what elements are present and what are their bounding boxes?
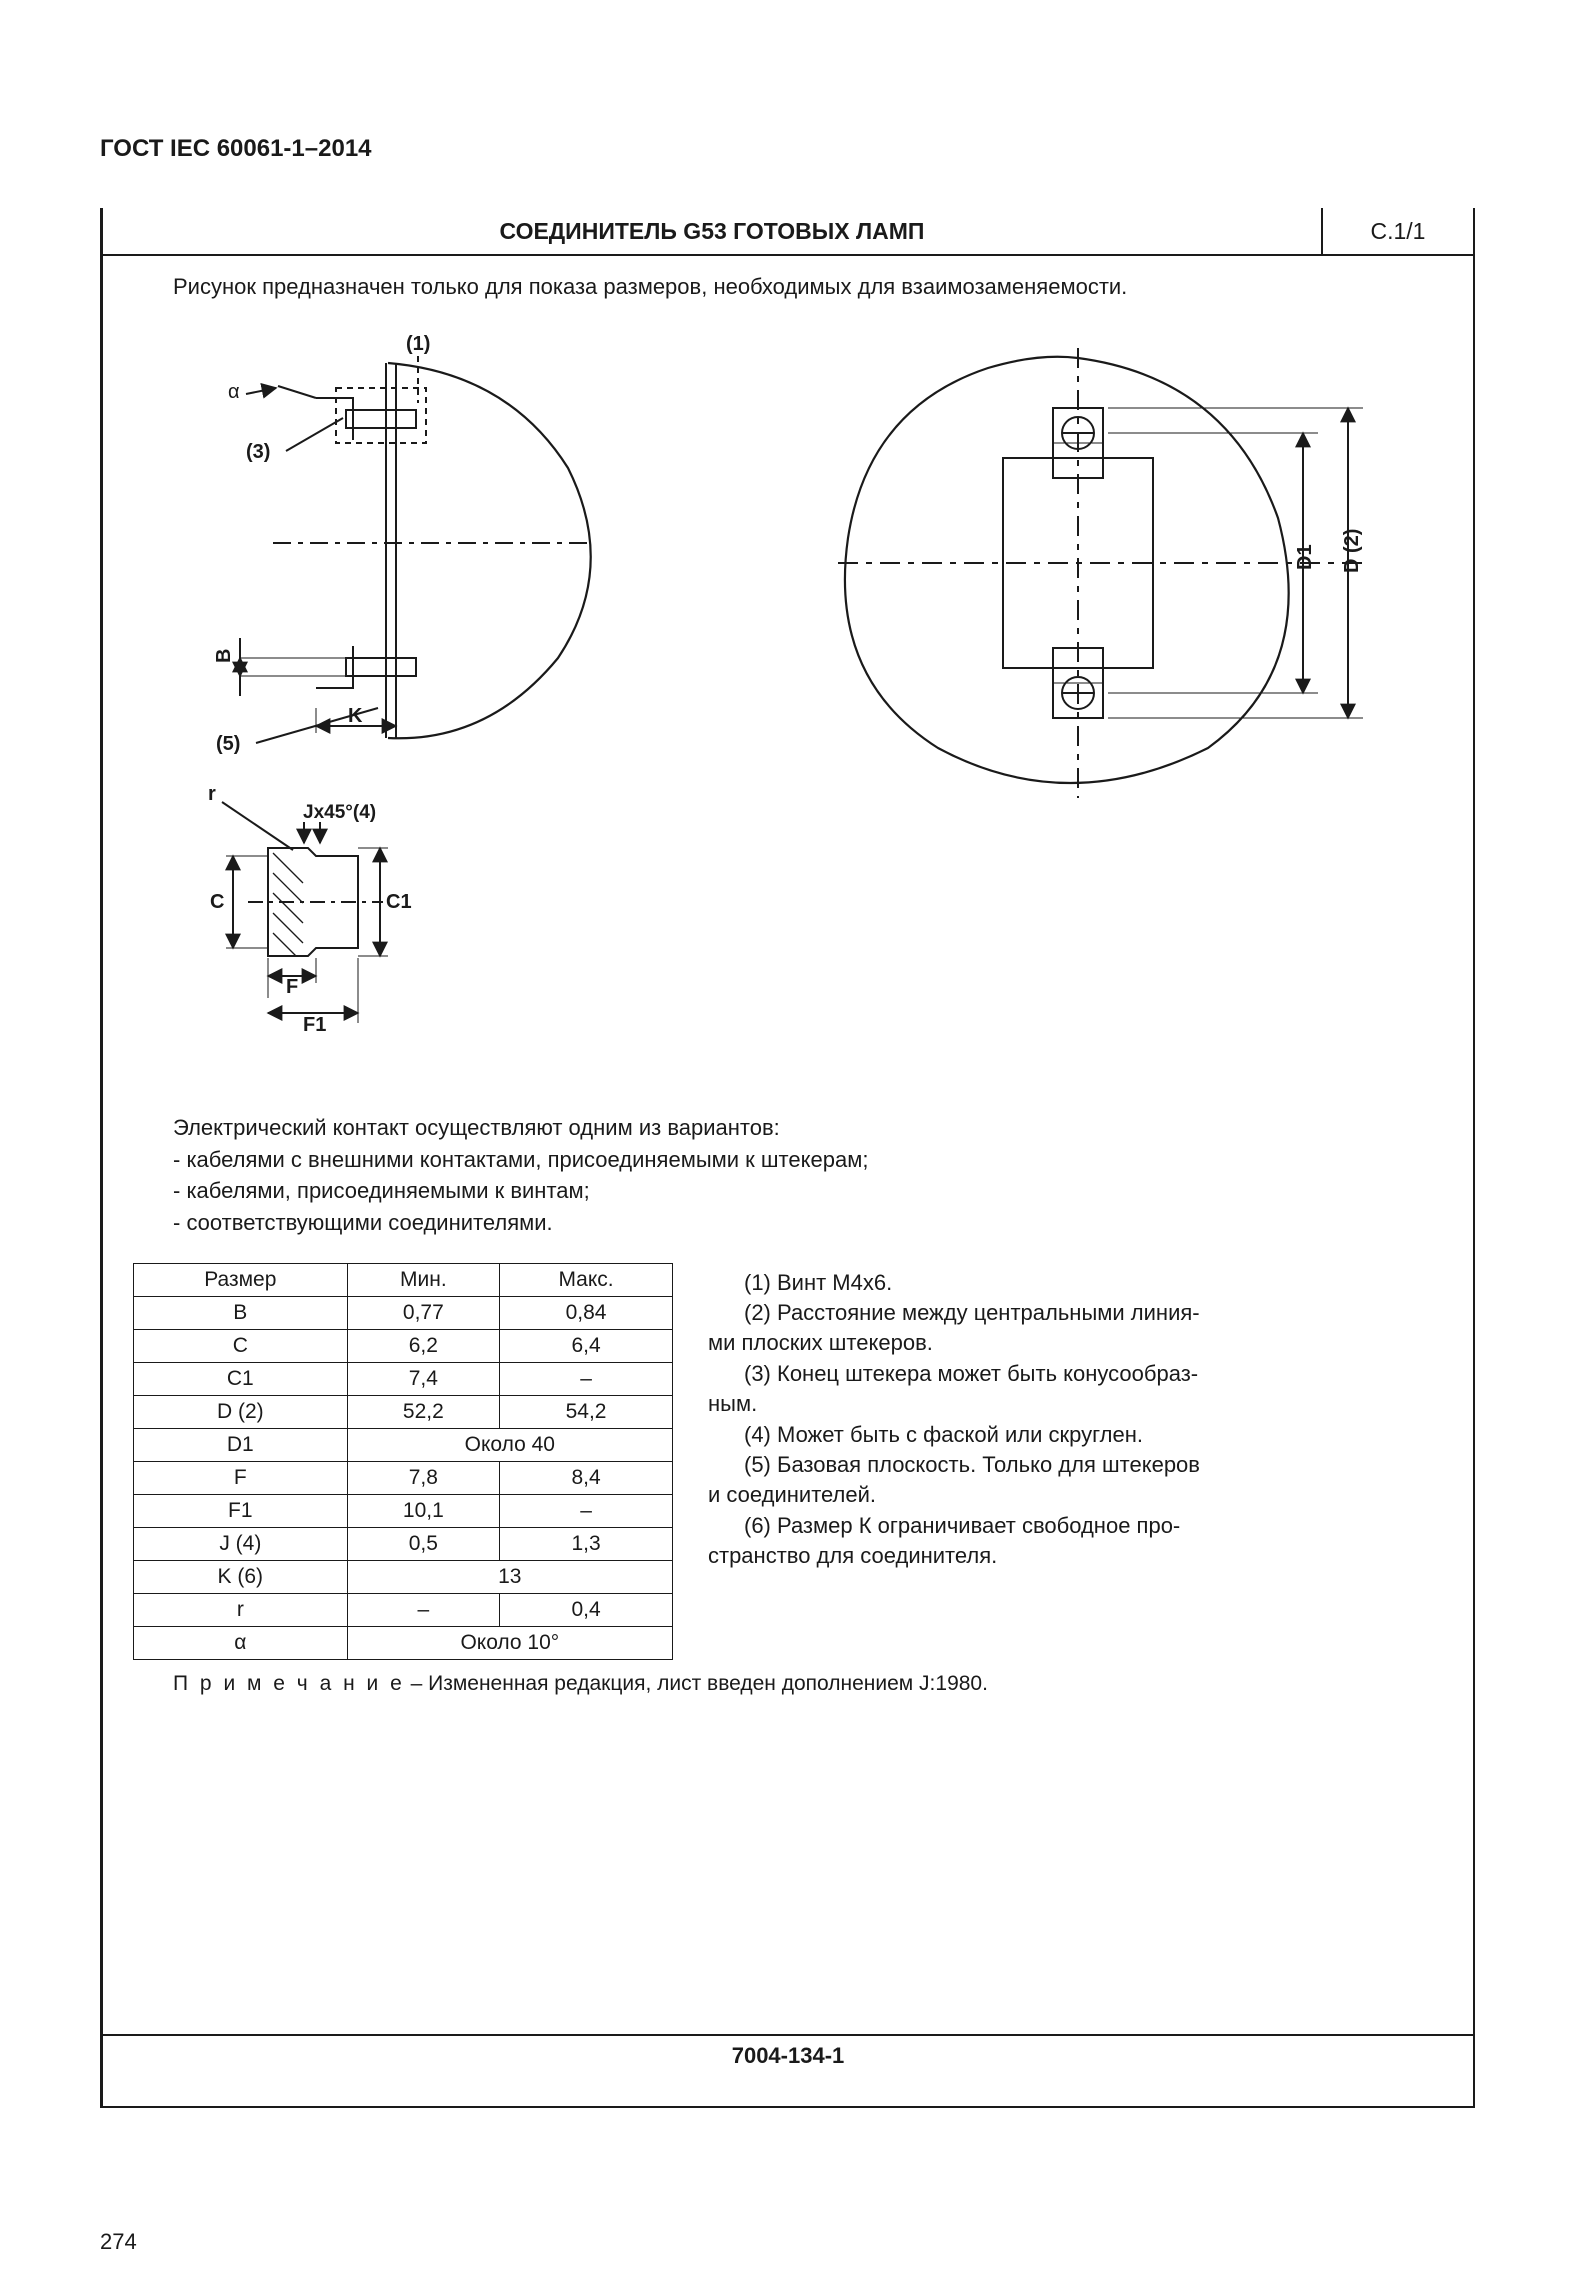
cell-span: Около 40 bbox=[347, 1428, 672, 1461]
cell-min: 7,8 bbox=[347, 1461, 499, 1494]
cell-min: 10,1 bbox=[347, 1494, 499, 1527]
label-5: (5) bbox=[216, 733, 240, 755]
body-text: Электрический контакт осуществляют одним… bbox=[133, 1113, 1443, 1238]
note-6a: (6) Размер К ограничивает свободное про- bbox=[708, 1511, 1443, 1541]
document-header: ГОСТ IEC 60061-1–2014 bbox=[100, 135, 1475, 163]
note-3b: ным. bbox=[708, 1389, 1443, 1419]
table-row: J (4)0,51,3 bbox=[134, 1527, 673, 1560]
footnote: П р и м е ч а н и е – Измененная редакци… bbox=[133, 1672, 1443, 1696]
cell-max: 1,3 bbox=[500, 1527, 673, 1560]
cell-dim: α bbox=[134, 1626, 348, 1659]
cell-min: 6,2 bbox=[347, 1329, 499, 1362]
cell-span: 13 bbox=[347, 1560, 672, 1593]
cell-min: – bbox=[347, 1593, 499, 1626]
th-max: Макс. bbox=[500, 1263, 673, 1296]
label-C: C bbox=[210, 891, 224, 913]
cell-min: 52,2 bbox=[347, 1395, 499, 1428]
title-row: СОЕДИНИТЕЛЬ G53 ГОТОВЫХ ЛАМП C.1/1 bbox=[103, 208, 1473, 256]
footnote-text: – Измененная редакция, лист введен допол… bbox=[405, 1672, 988, 1695]
main-frame: СОЕДИНИТЕЛЬ G53 ГОТОВЫХ ЛАМП C.1/1 Рисун… bbox=[100, 208, 1475, 2108]
cell-dim: C1 bbox=[134, 1362, 348, 1395]
body-lead: Электрический контакт осуществляют одним… bbox=[173, 1113, 1443, 1143]
lower-columns: Размер Мин. Макс. B0,770,84C6,26,4C17,4–… bbox=[133, 1263, 1443, 1660]
label-1: (1) bbox=[406, 333, 430, 355]
cell-max: 8,4 bbox=[500, 1461, 673, 1494]
cell-max: 0,84 bbox=[500, 1296, 673, 1329]
body-b3: - соответствующими соединителями. bbox=[173, 1208, 1443, 1238]
label-r: r bbox=[208, 783, 216, 805]
table-header-row: Размер Мин. Макс. bbox=[134, 1263, 673, 1296]
cell-max: 0,4 bbox=[500, 1593, 673, 1626]
cell-min: 7,4 bbox=[347, 1362, 499, 1395]
table-row: αОколо 10° bbox=[134, 1626, 673, 1659]
cell-max: – bbox=[500, 1494, 673, 1527]
cell-span: Около 10° bbox=[347, 1626, 672, 1659]
cell-min: 0,5 bbox=[347, 1527, 499, 1560]
cell-dim: F1 bbox=[134, 1494, 348, 1527]
table-row: K (6)13 bbox=[134, 1560, 673, 1593]
cell-dim: D1 bbox=[134, 1428, 348, 1461]
cell-min: 0,77 bbox=[347, 1296, 499, 1329]
label-C1: C1 bbox=[386, 891, 412, 913]
dimension-table: Размер Мин. Макс. B0,770,84C6,26,4C17,4–… bbox=[133, 1263, 673, 1660]
note-5b: и соединителей. bbox=[708, 1480, 1443, 1510]
table-row: r–0,4 bbox=[134, 1593, 673, 1626]
table-row: F110,1– bbox=[134, 1494, 673, 1527]
page-number: 274 bbox=[100, 2229, 137, 2255]
cell-dim: r bbox=[134, 1593, 348, 1626]
th-min: Мин. bbox=[347, 1263, 499, 1296]
label-F1: F1 bbox=[303, 1014, 326, 1036]
footer-code: 7004-134-1 bbox=[732, 2043, 845, 2069]
note-6b: странство для соединителя. bbox=[708, 1541, 1443, 1571]
cell-dim: C bbox=[134, 1329, 348, 1362]
note-4: (4) Может быть с фаской или скруглен. bbox=[708, 1420, 1443, 1450]
cell-dim: F bbox=[134, 1461, 348, 1494]
intro-text: Рисунок предназначен только для показа р… bbox=[133, 274, 1443, 300]
footnote-label: П р и м е ч а н и е bbox=[173, 1672, 405, 1695]
page: ГОСТ IEC 60061-1–2014 СОЕДИНИТЕЛЬ G53 ГО… bbox=[0, 0, 1575, 2283]
th-dim: Размер bbox=[134, 1263, 348, 1296]
label-K: K bbox=[348, 705, 363, 727]
cell-max: 6,4 bbox=[500, 1329, 673, 1362]
cell-max: – bbox=[500, 1362, 673, 1395]
note-2a: (2) Расстояние между центральными линия- bbox=[708, 1298, 1443, 1328]
technical-diagram: α (1) (3) B bbox=[133, 318, 1443, 1098]
label-B: B bbox=[213, 649, 235, 663]
body-b1: - кабелями с внешними контактами, присое… bbox=[173, 1145, 1443, 1175]
label-3: (3) bbox=[246, 441, 270, 463]
table-row: D1Около 40 bbox=[134, 1428, 673, 1461]
note-2b: ми плоских штекеров. bbox=[708, 1328, 1443, 1358]
title-cell: СОЕДИНИТЕЛЬ G53 ГОТОВЫХ ЛАМП bbox=[103, 208, 1323, 254]
table-row: F7,88,4 bbox=[134, 1461, 673, 1494]
code-cell: C.1/1 bbox=[1323, 208, 1473, 254]
cell-dim: J (4) bbox=[134, 1527, 348, 1560]
table-row: B0,770,84 bbox=[134, 1296, 673, 1329]
cell-dim: K (6) bbox=[134, 1560, 348, 1593]
notes-column: (1) Винт М4х6. (2) Расстояние между цент… bbox=[708, 1263, 1443, 1660]
cell-dim: D (2) bbox=[134, 1395, 348, 1428]
label-D1: D1 bbox=[1294, 544, 1316, 570]
label-F: F bbox=[286, 976, 298, 998]
table-row: D (2)52,254,2 bbox=[134, 1395, 673, 1428]
table-column: Размер Мин. Макс. B0,770,84C6,26,4C17,4–… bbox=[133, 1263, 673, 1660]
label-Jx: Jx45°(4) bbox=[303, 802, 376, 823]
label-alpha: α bbox=[228, 381, 240, 403]
note-3a: (3) Конец штекера может быть конусообраз… bbox=[708, 1359, 1443, 1389]
table-row: C6,26,4 bbox=[134, 1329, 673, 1362]
content-area: Рисунок предназначен только для показа р… bbox=[103, 256, 1473, 2076]
body-b2: - кабелями, присоединяемыми к винтам; bbox=[173, 1176, 1443, 1206]
note-1: (1) Винт М4х6. bbox=[708, 1268, 1443, 1298]
table-row: C17,4– bbox=[134, 1362, 673, 1395]
note-5a: (5) Базовая плоскость. Только для штекер… bbox=[708, 1450, 1443, 1480]
cell-max: 54,2 bbox=[500, 1395, 673, 1428]
footer-bar: 7004-134-1 bbox=[103, 2034, 1473, 2076]
cell-dim: B bbox=[134, 1296, 348, 1329]
label-D2: D (2) bbox=[1341, 529, 1363, 573]
